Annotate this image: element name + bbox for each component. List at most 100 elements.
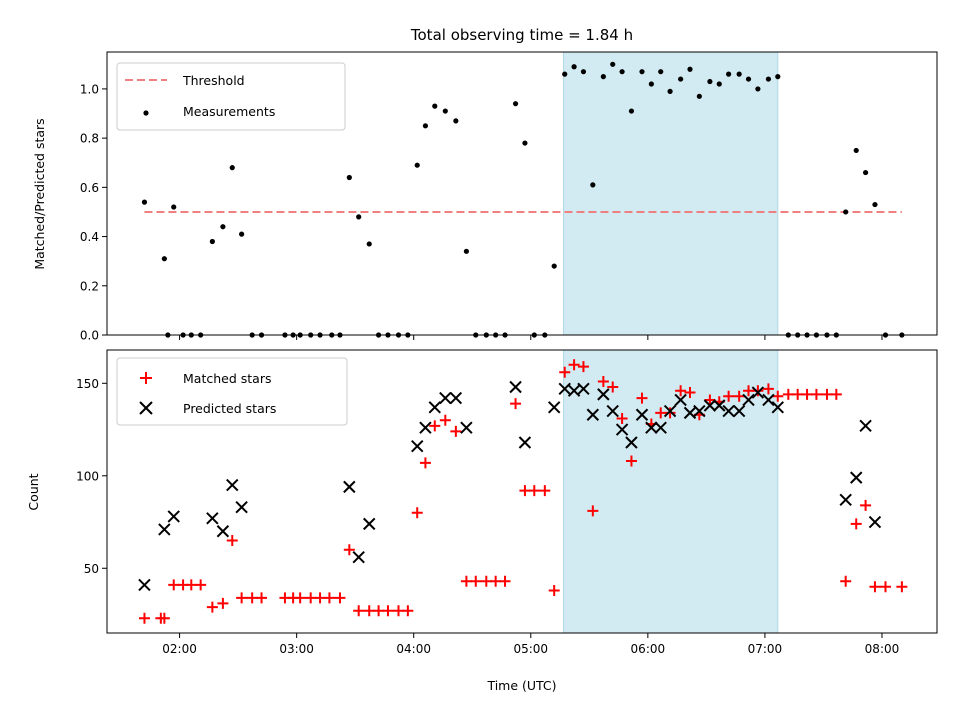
predicted-star-point xyxy=(428,401,441,414)
matched-star-point xyxy=(879,581,891,593)
matched-star-point xyxy=(226,535,238,547)
matched-star-point xyxy=(195,579,207,591)
x-tick-label: 03:00 xyxy=(279,642,314,656)
chart-title: Total observing time = 1.84 h xyxy=(410,26,633,44)
top-legend: Threshold Measurements xyxy=(116,62,346,131)
predicted-star-point xyxy=(713,399,726,412)
predicted-star-point xyxy=(586,408,600,421)
predicted-star-point xyxy=(567,384,581,397)
predicted-star-point xyxy=(597,388,610,401)
predicted-star-point xyxy=(363,517,376,531)
matched-star-point xyxy=(597,375,609,387)
measurement-point xyxy=(696,93,702,99)
bottom-panel-marks xyxy=(138,359,908,624)
measurement-point xyxy=(639,69,645,75)
predicted-star-point xyxy=(206,512,219,525)
y-tick-label: 0.6 xyxy=(80,181,99,195)
legend-measurements-label: Measurements xyxy=(183,104,275,119)
measurement-point xyxy=(522,140,528,146)
matched-star-point xyxy=(548,584,560,596)
measurement-point xyxy=(432,103,438,109)
matched-star-point xyxy=(559,366,571,378)
matched-star-point xyxy=(528,485,540,497)
y-tick-label: 50 xyxy=(84,562,99,576)
x-tick-label: 05:00 xyxy=(513,642,548,656)
shaded-interval xyxy=(563,51,779,336)
legend-predicted-label: Predicted stars xyxy=(183,401,276,416)
top-panel-axes: 0.0 0.2 0.4 0.6 0.8 1.0 xyxy=(80,51,938,343)
bottom-legend: Matched stars Predicted stars xyxy=(116,357,348,426)
matched-star-point xyxy=(704,394,716,406)
measurement-point xyxy=(229,165,235,171)
measurement-point xyxy=(678,76,684,82)
measurement-point xyxy=(512,101,519,107)
legend-predicted-swatch xyxy=(139,401,153,415)
bottom-y-axis-label: Count xyxy=(26,473,41,510)
predicted-star-point xyxy=(654,421,667,434)
predicted-star-point xyxy=(663,404,677,418)
measurement-point xyxy=(551,263,557,269)
predicted-star-point xyxy=(693,404,706,418)
matched-star-point xyxy=(587,505,599,517)
measurement-point xyxy=(442,108,448,114)
matched-star-point xyxy=(353,605,365,617)
x-tick-label: 07:00 xyxy=(748,642,783,656)
matched-star-point xyxy=(821,388,833,400)
matched-star-point xyxy=(772,390,784,402)
matched-star-point xyxy=(343,544,355,556)
top-legend-frame xyxy=(116,62,346,131)
matched-star-point xyxy=(519,485,531,497)
matched-star-point xyxy=(568,359,580,371)
predicted-star-point xyxy=(419,421,432,434)
predicted-star-point xyxy=(577,382,590,396)
predicted-star-point xyxy=(216,525,230,538)
measurement-point xyxy=(687,66,693,72)
matched-star-point xyxy=(625,455,637,467)
matched-star-point xyxy=(792,388,804,400)
predicted-star-point xyxy=(352,550,365,564)
y-tick-label: 100 xyxy=(76,469,99,483)
predicted-star-point xyxy=(771,401,784,414)
predicted-star-point xyxy=(158,523,171,536)
measurement-point xyxy=(648,81,654,87)
predicted-star-point xyxy=(645,421,658,434)
measurement-point xyxy=(239,231,245,237)
matched-star-point xyxy=(762,383,774,395)
predicted-star-point xyxy=(732,404,746,418)
matched-star-point xyxy=(607,381,619,393)
measurement-point xyxy=(356,214,362,220)
matched-star-point xyxy=(256,592,268,604)
predicted-star-point xyxy=(625,436,638,449)
matched-star-point xyxy=(801,388,813,400)
predicted-star-point xyxy=(762,393,775,407)
predicted-star-point xyxy=(674,393,687,407)
matched-star-point xyxy=(460,575,472,587)
matched-star-point xyxy=(480,575,492,587)
matched-star-point xyxy=(246,592,258,604)
matched-star-point xyxy=(236,592,248,604)
matched-star-point xyxy=(373,605,385,617)
matched-star-point xyxy=(684,387,696,399)
matched-star-point xyxy=(896,581,908,593)
measurement-point xyxy=(862,169,869,176)
predicted-star-point xyxy=(411,439,424,453)
matched-star-point xyxy=(158,612,170,624)
measurement-point xyxy=(667,88,673,94)
matched-star-point xyxy=(217,597,229,609)
predicted-star-point xyxy=(558,382,571,396)
legend-threshold-label: Threshold xyxy=(182,73,245,88)
matched-star-point xyxy=(305,592,317,604)
y-tick-label: 1.0 xyxy=(80,82,99,96)
measurement-point xyxy=(745,76,752,82)
measurement-point xyxy=(422,123,429,129)
matched-star-point xyxy=(419,457,431,469)
matched-star-point xyxy=(363,605,375,617)
matched-star-point xyxy=(636,392,648,404)
bottom-panel: 02:00 03:00 04:00 05:00 06:00 07:00 08:00 50 100… xyxy=(26,349,938,693)
bottom-legend-frame xyxy=(116,357,348,426)
predicted-star-point xyxy=(460,421,473,434)
matched-star-point xyxy=(810,388,822,400)
predicted-star-point xyxy=(509,380,522,394)
measurement-point xyxy=(716,81,722,87)
